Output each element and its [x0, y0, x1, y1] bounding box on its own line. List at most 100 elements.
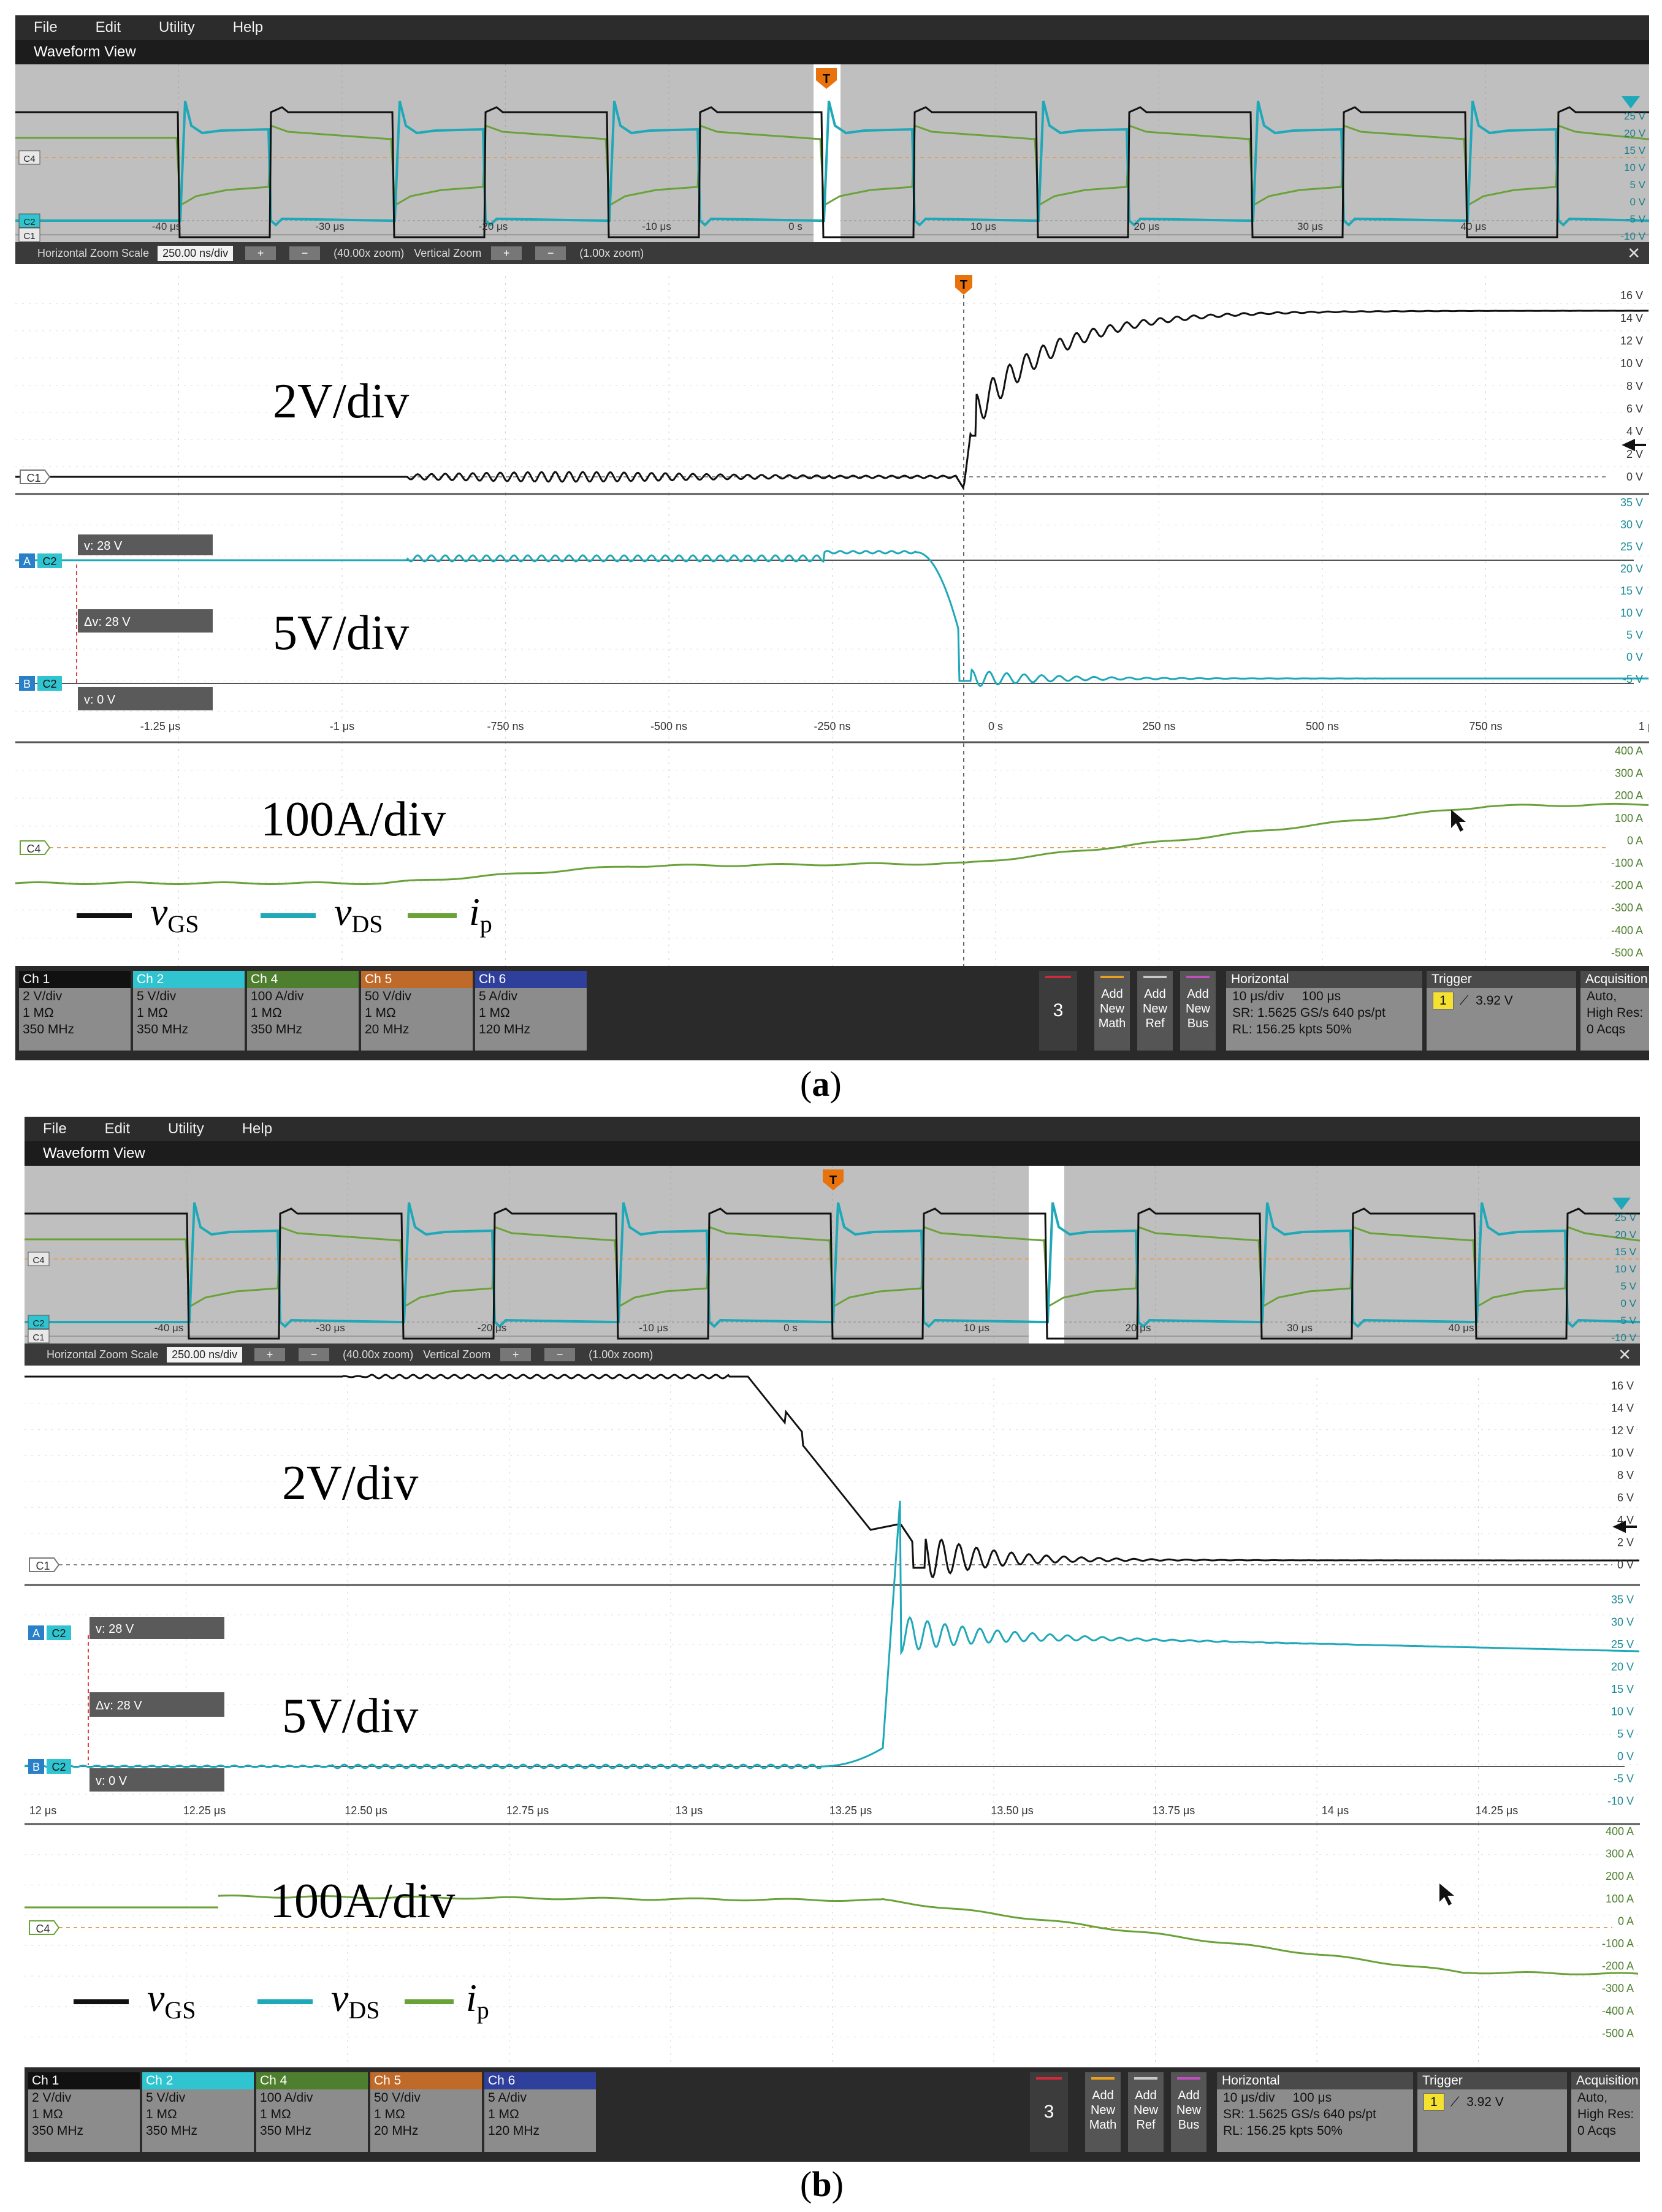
offset-arrow-icon[interactable] [1612, 1520, 1637, 1534]
cursor-b-readout[interactable]: v: 0 V [90, 1768, 224, 1792]
overview-c1-label[interactable]: C1 [28, 1329, 50, 1344]
add-new-bus-button[interactable]: Add New Bus [1180, 971, 1216, 1051]
vertical-zoom-minus-button[interactable]: − [535, 246, 566, 260]
vgs-volt-tick: 8 V [1617, 1469, 1634, 1481]
overview-volt-tick: -5 V [1626, 213, 1646, 225]
cursor-a-readout[interactable]: v: 28 V [78, 534, 213, 555]
add-new-math-button[interactable]: Add New Math [1094, 971, 1130, 1051]
close-zoom-icon[interactable]: ✕ [1627, 243, 1641, 262]
overview-c2-label[interactable]: C2 [18, 213, 40, 228]
menu-utility[interactable]: Utility [159, 19, 195, 36]
menu-edit[interactable]: Edit [104, 1120, 131, 1137]
acquisition-panel[interactable]: Acquisition Auto, High Res: 0 Acqs [1571, 2072, 1640, 2152]
cursor-delta-readout: Δv: 28 V [90, 1692, 224, 1717]
ip-current-tick: 100 A [1606, 1893, 1634, 1905]
add-new-ref-button[interactable]: Add New Ref [1137, 971, 1173, 1051]
menu-file[interactable]: File [43, 1120, 67, 1137]
horizontal-panel[interactable]: Horizontal 10 μs/div 100 μs SR: 1.5625 G… [1226, 971, 1422, 1051]
add-new-bus-button[interactable]: Add New Bus [1171, 2072, 1206, 2152]
add-new-ref-button[interactable]: Add New Ref [1128, 2072, 1164, 2152]
ip-current-tick: -500 A [1611, 946, 1643, 959]
ip-current-tick: 400 A [1615, 745, 1643, 757]
horizontal-zoom-input[interactable]: 250.00 ns/div [158, 245, 234, 261]
ch1-ref-label[interactable]: C1 [29, 1557, 60, 1572]
overview-c4-label[interactable]: C4 [28, 1252, 50, 1266]
vertical-zoom-minus-button[interactable]: − [544, 1348, 576, 1361]
vgs-trace [15, 310, 1649, 490]
vgs-scale-annotation: 2V/div [282, 1456, 418, 1510]
cursor-b-handle[interactable]: B C2 [19, 676, 62, 691]
ip-trace [218, 1895, 1639, 1975]
ch4-ref-label[interactable]: C4 [29, 1920, 60, 1935]
trigger-marker-zoom[interactable]: T [955, 275, 972, 295]
zoom-bar: Horizontal Zoom Scale 250.00 ns/div + − … [15, 242, 1649, 264]
caption-a: (a) [800, 1064, 842, 1104]
vds-volt-tick: 0 V [1626, 651, 1643, 663]
vgs-volt-tick: 6 V [1626, 403, 1643, 415]
vgs-volt-tick: 12 V [1620, 335, 1643, 347]
acquisition-panel[interactable]: Acquisition Auto, High Res: 0 Acqs [1580, 971, 1649, 1051]
horizontal-zoom-input[interactable]: 250.00 ns/div [167, 1347, 243, 1363]
vgs-volt-tick: 2 V [1617, 1537, 1634, 1549]
menu-utility[interactable]: Utility [168, 1120, 204, 1137]
ch5-badge[interactable]: Ch 5 50 V/div 1 MΩ 20 MHz [361, 971, 473, 1051]
ch5-badge[interactable]: Ch 5 50 V/div 1 MΩ 20 MHz [370, 2072, 482, 2152]
svg-text:C2: C2 [42, 678, 56, 690]
overview-pane[interactable]: T C4 C2 C1 -40 μs -30 μs -20 μs -10 μs 0 s 10 μ… [15, 64, 1649, 242]
zoom-time-tick: -1.25 μs [140, 720, 180, 732]
trigger-marker-overview[interactable]: T [823, 1169, 844, 1190]
add-new-math-button[interactable]: Add New Math [1085, 2072, 1121, 2152]
horizontal-zoom-minus-button[interactable]: − [299, 1348, 330, 1361]
cursor-a-handle[interactable]: A C2 [28, 1625, 71, 1640]
offset-arrow-icon[interactable] [1622, 438, 1646, 452]
vertical-zoom-plus-button[interactable]: + [491, 246, 522, 260]
cursor-a-handle[interactable]: A C2 [19, 553, 62, 568]
svg-text:Δv: 28 V: Δv: 28 V [96, 1699, 142, 1712]
menu-help[interactable]: Help [242, 1120, 273, 1137]
overview-pane[interactable]: T C4 C2 C1 -40 μs -30 μs -20 μs -10 μs 0 s 10 μ… [25, 1166, 1640, 1344]
ch4-ref-label[interactable]: C4 [20, 840, 51, 855]
menu-help[interactable]: Help [232, 19, 264, 36]
waveform-count-button[interactable]: 3 [1030, 2072, 1068, 2152]
horizontal-zoom-minus-button[interactable]: − [289, 246, 321, 260]
horizontal-zoom-plus-button[interactable]: + [254, 1348, 286, 1361]
overview-c1-label[interactable]: C1 [18, 227, 40, 242]
scroll-arrow-icon[interactable] [1612, 1198, 1631, 1210]
horizontal-panel[interactable]: Horizontal 10 μs/div 100 μs SR: 1.5625 G… [1217, 2072, 1413, 2152]
overview-time-tick: 10 μs [970, 221, 996, 232]
vertical-zoom-plus-button[interactable]: + [500, 1348, 532, 1361]
overview-volt-tick: 15 V [1615, 1246, 1637, 1258]
cursor-b-readout[interactable]: v: 0 V [78, 687, 213, 710]
vds-volt-tick: 20 V [1611, 1661, 1634, 1673]
mouse-pointer-icon [1451, 810, 1466, 832]
overview-c2-label[interactable]: C2 [28, 1315, 50, 1329]
close-zoom-icon[interactable]: ✕ [1618, 1345, 1631, 1364]
overview-volt-tick: 10 V [1615, 1263, 1637, 1275]
horizontal-zoom-plus-button[interactable]: + [245, 246, 276, 260]
trigger-panel[interactable]: Trigger 1 ⟋ 3.92 V [1427, 971, 1576, 1051]
zoom-bar: Horizontal Zoom Scale 250.00 ns/div + − … [25, 1344, 1640, 1366]
cursor-b-handle[interactable]: B C2 [28, 1759, 71, 1774]
ch4-badge[interactable]: Ch 4 100 A/div 1 MΩ 350 MHz [247, 971, 359, 1051]
overview-time-tick: -30 μs [316, 1322, 345, 1334]
zoom-plot-area[interactable]: T 2V/div C1 16 V 14 V 12 V 10 V 8 V 6 V 4 V 2 V… [15, 264, 1649, 966]
scroll-arrow-icon[interactable] [1622, 96, 1640, 108]
cursor-a-readout[interactable]: v: 28 V [90, 1617, 224, 1639]
menu-file[interactable]: File [34, 19, 58, 36]
ch4-badge[interactable]: Ch 4 100 A/div 1 MΩ 350 MHz [256, 2072, 368, 2152]
zoom-time-tick: 12.75 μs [506, 1804, 549, 1817]
vgs-volt-tick: 8 V [1626, 380, 1643, 392]
menu-edit[interactable]: Edit [95, 19, 121, 36]
trigger-panel[interactable]: Trigger 1 ⟋ 3.92 V [1417, 2072, 1567, 2152]
overview-c4-label[interactable]: C4 [18, 150, 40, 165]
waveform-count-button[interactable]: 3 [1039, 971, 1077, 1051]
ch1-ref-label[interactable]: C1 [20, 469, 51, 484]
trigger-marker-overview[interactable]: T [816, 68, 837, 89]
